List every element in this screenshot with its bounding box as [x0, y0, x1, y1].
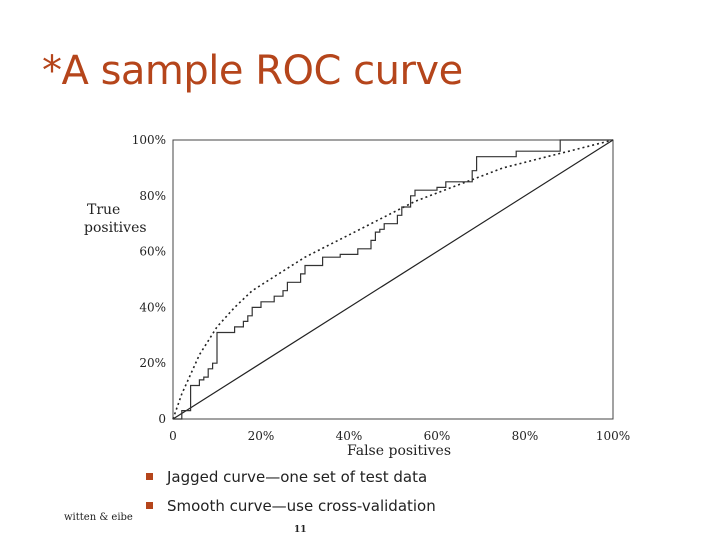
plot-frame [172, 139, 614, 420]
y-tick-label: 60% [139, 245, 166, 259]
series-layer [172, 139, 614, 420]
bullet-text: Smooth curve—use cross-validation [167, 497, 436, 515]
x-tick-label: 40% [336, 429, 363, 443]
y-tick-label: 20% [139, 356, 166, 370]
y-axis-label-line1: True [87, 202, 120, 218]
roc-smooth-curve [172, 139, 614, 420]
y-tick-label: 0 [158, 412, 166, 426]
diagonal-reference-line [172, 139, 614, 420]
roc-jagged-curve [173, 139, 613, 420]
x-tick-label: 20% [248, 429, 275, 443]
x-tick-label: 60% [424, 429, 451, 443]
bullet-square-icon [146, 473, 153, 480]
x-axis-label: False positives [347, 443, 451, 459]
roc-chart: 0 20% 40% 60% 80% 100% 0 20% 40% 60% 80% 100% False… [84, 133, 630, 459]
bullet-text: Jagged curve—one set of test data [167, 468, 428, 486]
page-number: 11 [294, 525, 307, 535]
y-tick-label: 100% [132, 133, 166, 147]
bullet-item: Smooth curve—use cross-validation [146, 493, 436, 522]
x-tick-label: 100% [596, 429, 630, 443]
x-tick-label: 80% [512, 429, 539, 443]
bullet-list: Jagged curve—one set of test data Smooth… [146, 464, 436, 522]
footer-credit: witten & eibe [64, 512, 133, 523]
y-axis-label-line2: positives [84, 220, 147, 236]
y-tick-label: 80% [139, 189, 166, 203]
tick-layer: 0 20% 40% 60% 80% 100% 0 20% 40% 60% 80% 100% [132, 133, 630, 443]
y-tick-label: 40% [139, 300, 166, 314]
x-tick-label: 0 [169, 429, 177, 443]
bullet-item: Jagged curve—one set of test data [146, 464, 436, 493]
bullet-square-icon [146, 502, 153, 509]
slide-title: *A sample ROC curve [42, 48, 463, 94]
